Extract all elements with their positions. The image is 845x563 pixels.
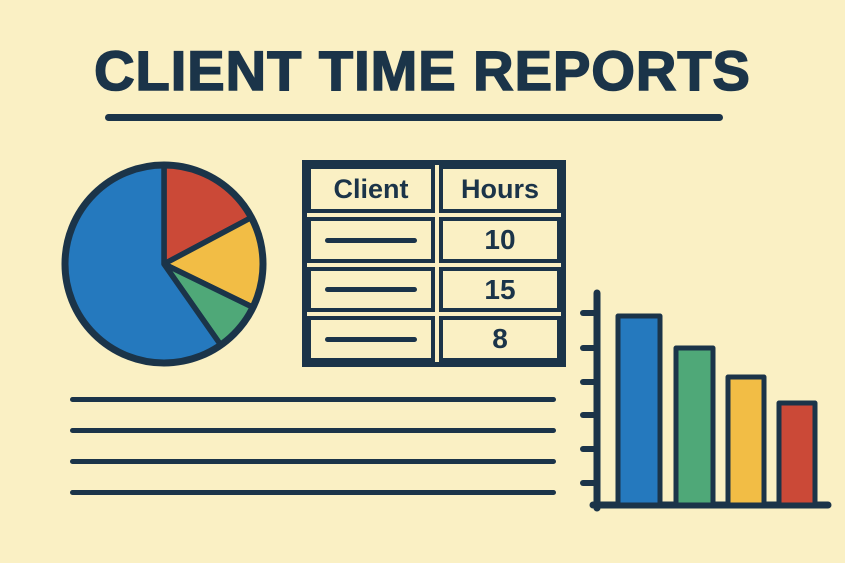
pie-outer-ring	[61, 161, 267, 367]
table-header-client: Client	[307, 165, 435, 214]
table-cell-client-row1	[307, 217, 435, 263]
notes-placeholder-lines	[70, 397, 556, 521]
title-underline	[105, 114, 723, 121]
client-hours-table: Client Hours 10 15 8	[302, 160, 566, 367]
table-header-hours: Hours	[439, 165, 561, 214]
client-name-placeholder-line	[325, 237, 417, 243]
table-cell-hours-row3: 8	[439, 316, 561, 362]
text-placeholder-line	[70, 459, 556, 464]
text-placeholder-line	[70, 490, 556, 495]
bar-chart	[580, 289, 832, 512]
text-placeholder-line	[70, 428, 556, 433]
bar-green	[673, 345, 716, 508]
client-name-placeholder-line	[325, 336, 417, 342]
client-name-placeholder-line	[325, 287, 417, 293]
table-cell-client-row2	[307, 266, 435, 313]
pie-chart	[61, 161, 267, 367]
table-cell-hours-row2: 15	[439, 266, 561, 313]
bar-blue	[615, 313, 663, 508]
bar-yellow	[725, 374, 767, 508]
table-cell-client-row3	[307, 316, 435, 362]
bar-red	[776, 400, 818, 508]
text-placeholder-line	[70, 397, 556, 402]
page-title: CLIENT TIME REPORTS	[93, 38, 751, 103]
table-cell-hours-row1: 10	[439, 217, 561, 263]
